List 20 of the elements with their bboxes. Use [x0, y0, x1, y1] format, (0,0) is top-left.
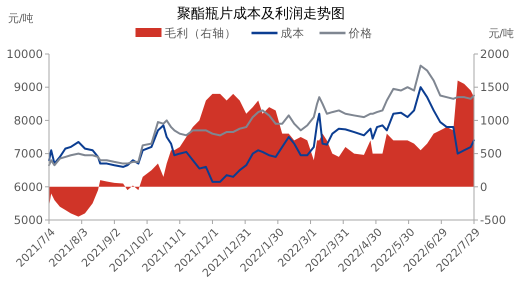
legend-label: 价格 [348, 26, 372, 40]
y2-tick-label: 2000 [480, 47, 510, 62]
y-tick-label: 5000 [14, 213, 43, 228]
y2-tick-label: 1500 [480, 80, 510, 94]
line-series [48, 86, 475, 183]
y-tick-label: 6000 [14, 180, 43, 194]
y2-tick-label: -500 [480, 213, 506, 228]
y2-tick-label: 1000 [480, 113, 510, 128]
chart-title: 聚酯瓶片成本及利润走势图 [177, 6, 345, 22]
y-axis-title: 元/吨 [8, 12, 34, 25]
y-tick-label: 9000 [14, 80, 43, 94]
legend-label: 毛利（右轴） [164, 26, 236, 40]
y-tick-label: 8000 [14, 113, 43, 128]
y2-tick-label: 500 [480, 146, 502, 161]
y2-axis-title: 元/吨 [488, 27, 514, 40]
y-tick-label: 7000 [14, 146, 43, 161]
y-tick-label: 10000 [6, 47, 43, 62]
y2-tick-label: 0 [480, 180, 488, 194]
legend-label: 成本 [280, 26, 304, 40]
line-series [48, 64, 475, 166]
